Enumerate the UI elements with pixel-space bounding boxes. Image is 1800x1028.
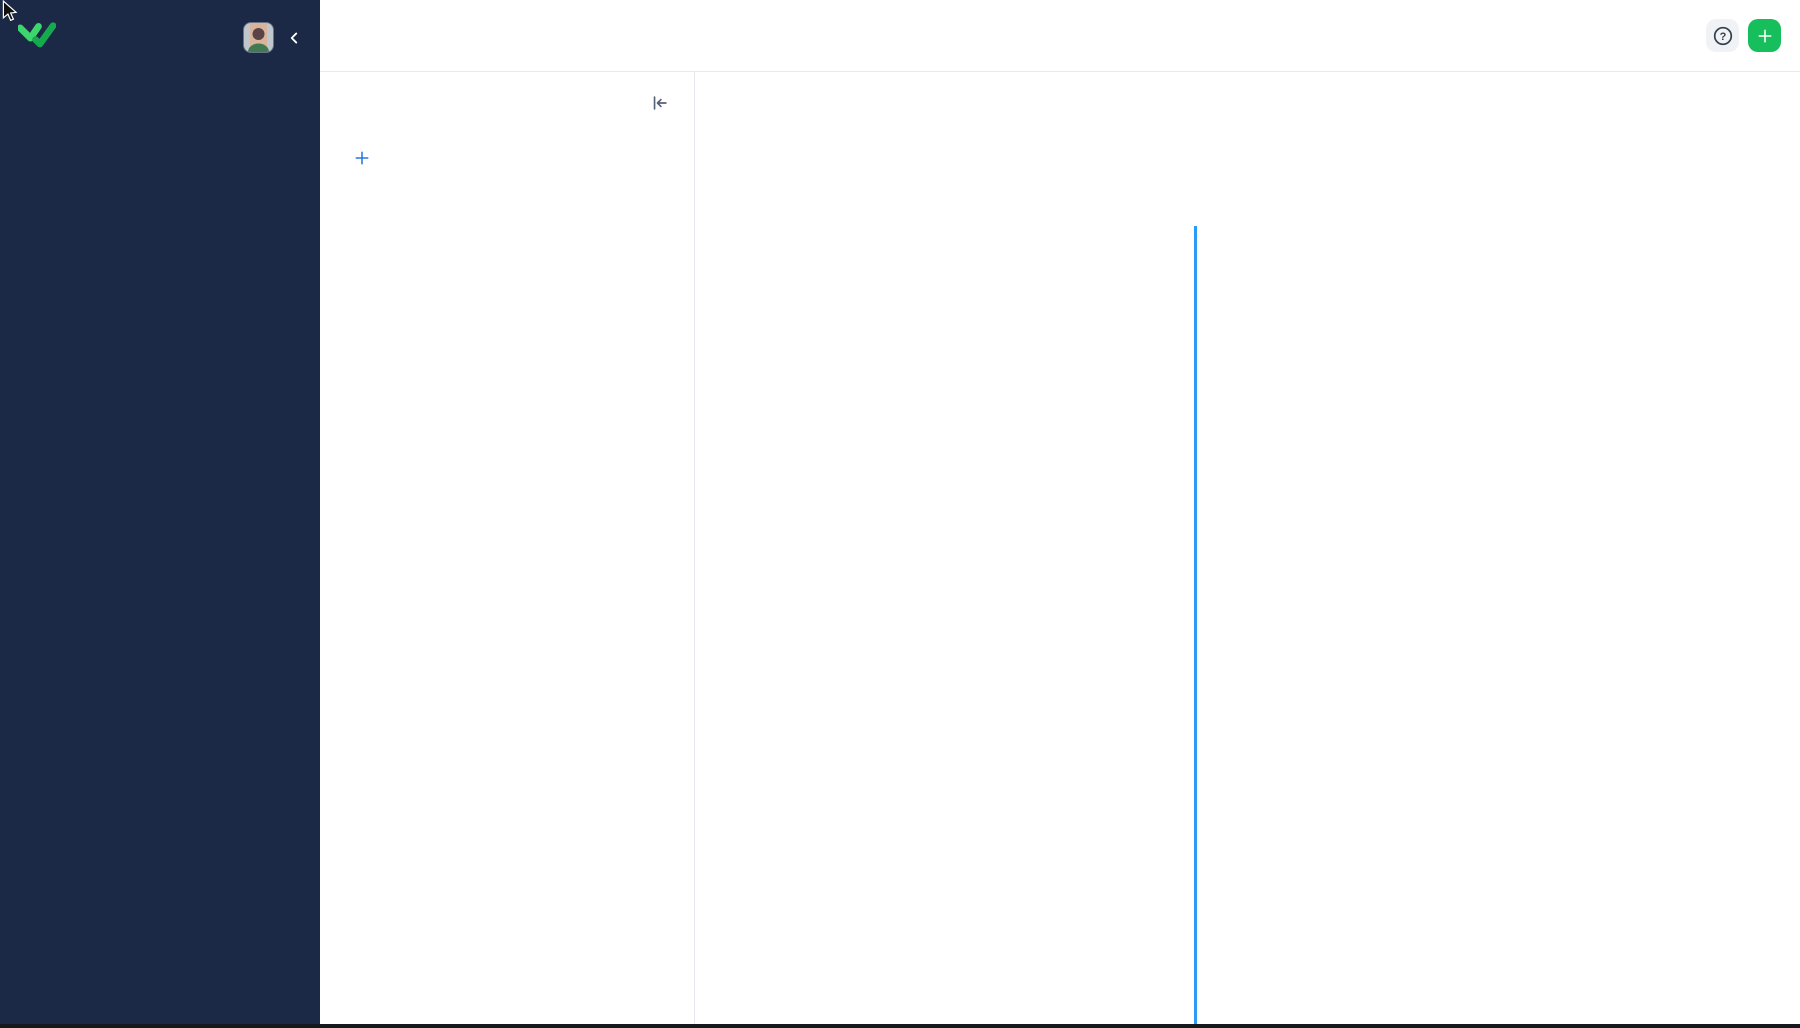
help-button[interactable]: ?	[1706, 19, 1739, 52]
svg-text:?: ?	[1719, 31, 1726, 43]
wrike-logo[interactable]	[18, 18, 63, 48]
new-calendar-button[interactable]	[353, 149, 380, 167]
sidebar-collapse-button[interactable]	[284, 28, 304, 48]
timeline	[694, 0, 1800, 1028]
calendars-panel	[320, 71, 694, 1028]
sidebar	[0, 0, 320, 1028]
top-header: ?	[320, 0, 1800, 72]
wrike-logo-icon	[18, 22, 56, 48]
chevron-left-icon	[284, 28, 304, 48]
panel-collapse-button[interactable]	[650, 93, 670, 113]
add-button[interactable]	[1748, 19, 1781, 52]
avatar[interactable]	[243, 22, 274, 53]
bottom-fade	[695, 953, 1800, 1028]
plus-icon	[1756, 27, 1774, 45]
collapse-panel-icon	[650, 93, 670, 113]
help-icon: ?	[1713, 26, 1732, 45]
today-line	[1194, 226, 1197, 1028]
plus-icon	[353, 149, 371, 167]
mouse-cursor	[2, 0, 18, 22]
screen-bottom-edge	[0, 1024, 1800, 1028]
